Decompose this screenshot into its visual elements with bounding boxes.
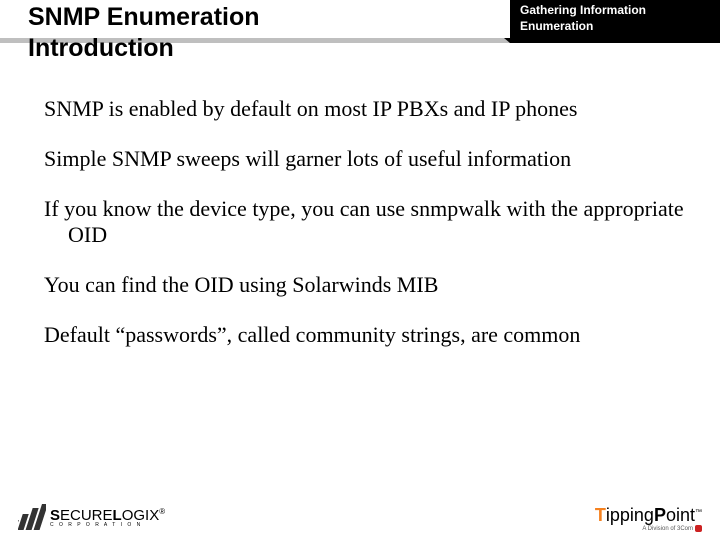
tippingpoint-wordmark: TippingPoint™ <box>595 505 702 526</box>
title-line-1: SNMP Enumeration <box>28 3 260 31</box>
bullet-item: If you know the device type, you can use… <box>44 196 684 248</box>
securelogix-wordmark: SECURELOGIX® <box>50 507 165 524</box>
bullet-item: You can find the OID using Solarwinds MI… <box>44 272 684 298</box>
bullet-item: Simple SNMP sweeps will garner lots of u… <box>44 146 684 172</box>
footer: SECURELOGIX® C O R P O R A T I O N Tippi… <box>0 486 720 540</box>
breadcrumb-line-2: Enumeration <box>520 19 714 35</box>
body-content: SNMP is enabled by default on most IP PB… <box>44 96 684 372</box>
logo-char: P <box>654 505 666 525</box>
securelogix-mark-icon <box>18 504 46 530</box>
3com-badge-icon <box>695 525 702 532</box>
breadcrumb-notch <box>504 38 510 43</box>
slide-title: SNMP Enumeration Introduction <box>28 2 368 65</box>
header-divider-cover <box>510 38 720 43</box>
breadcrumb-line-1: Gathering Information <box>520 3 714 19</box>
logo-char: L <box>113 507 122 524</box>
securelogix-logo: SECURELOGIX® C O R P O R A T I O N <box>18 504 165 530</box>
tippingpoint-subtext: A Division of 3Com <box>595 525 702 532</box>
tippingpoint-logo: TippingPoint™ A Division of 3Com <box>595 505 702 532</box>
logo-chars: ipping <box>606 505 654 525</box>
tp-sub-text: A Division of 3Com <box>642 526 693 532</box>
securelogix-text-block: SECURELOGIX® C O R P O R A T I O N <box>50 507 165 528</box>
logo-chars: ECURE <box>60 507 113 524</box>
slide: SNMP Enumeration Introduction Gathering … <box>0 0 720 540</box>
bullet-item: Default “passwords”, called community st… <box>44 322 684 348</box>
logo-chars: oint <box>666 505 695 525</box>
logo-chars: OGIX <box>122 507 160 524</box>
header: SNMP Enumeration Introduction Gathering … <box>0 0 720 72</box>
bullet-item: SNMP is enabled by default on most IP PB… <box>44 96 684 122</box>
title-line-2: Introduction <box>28 34 174 62</box>
logo-char: S <box>50 507 60 524</box>
logo-char: T <box>595 505 606 525</box>
breadcrumb: Gathering Information Enumeration <box>510 0 720 38</box>
